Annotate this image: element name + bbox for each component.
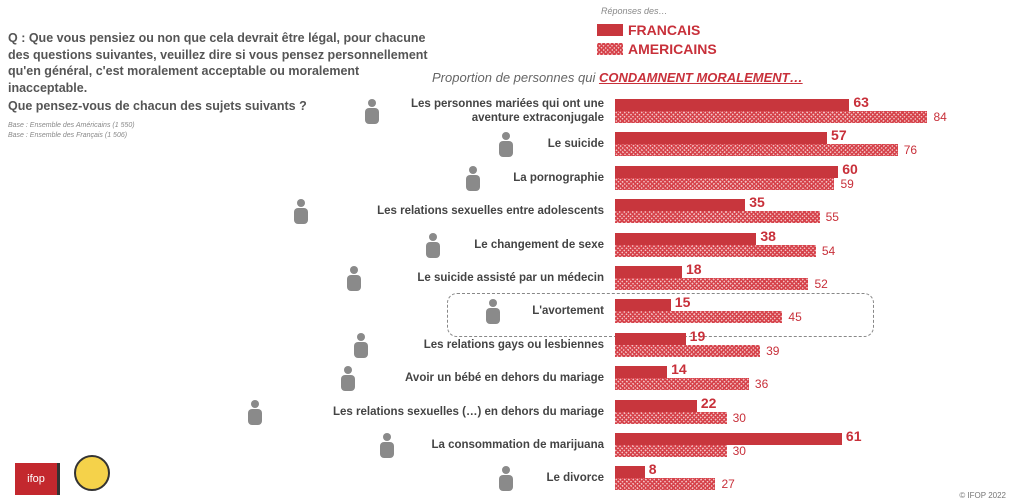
- category-label: Le suicide assisté par un médecin: [417, 272, 604, 284]
- category-label: Les relations sexuelles entre adolescent…: [377, 205, 604, 218]
- bar-us: [615, 144, 898, 157]
- bar-fr: [615, 266, 682, 278]
- bar-fr: [615, 299, 671, 312]
- bar-fr: [615, 232, 757, 245]
- category-label: Les personnes mariées qui ont une aventu…: [411, 98, 604, 124]
- base-us: Base : Ensemble des Américains (1 550): [8, 121, 135, 129]
- bar-us: [615, 378, 749, 391]
- category-label: Le suicide: [547, 138, 604, 151]
- base-fr: Base : Ensemble des Français (1 506): [8, 131, 128, 139]
- copyright: © IFOP 2022: [959, 491, 1006, 500]
- category-icon: [360, 99, 390, 125]
- category-icon: [243, 399, 273, 426]
- value-label-fr: 61: [845, 428, 862, 444]
- question-text: Q : Que vous pensiez ou non que cela dev…: [8, 31, 428, 95]
- value-label-fr: 57: [831, 127, 847, 144]
- category-icon: [494, 466, 524, 492]
- bar-us: [615, 411, 727, 424]
- category-label: Le divorce: [546, 472, 604, 485]
- category-icon: [342, 266, 372, 292]
- question-subtext: Que pensez-vous de chacun des sujets sui…: [8, 99, 307, 113]
- legend-label-fr: FRANCAIS: [628, 22, 701, 38]
- value-label-fr: 18: [685, 261, 702, 277]
- bar-fr: [615, 399, 697, 412]
- bar-us: [615, 311, 783, 324]
- bar-fr: [615, 366, 668, 379]
- category-label: Le changement de sexe: [474, 238, 604, 251]
- question-block: Q : Que vous pensiez ou non que cela dev…: [8, 30, 428, 141]
- value-label-us: 59: [840, 176, 854, 191]
- category-label: La pornographie: [513, 171, 604, 184]
- legend-title: Réponses des…: [601, 6, 668, 16]
- category-icon: [375, 433, 405, 459]
- category-icon: [494, 132, 524, 158]
- value-label-fr: 8: [648, 461, 657, 478]
- value-label-fr: 35: [749, 194, 765, 211]
- value-label-us: 30: [732, 444, 746, 458]
- value-label-fr: 63: [853, 94, 869, 110]
- bar-us: [615, 211, 820, 224]
- partner-seal-logo: [74, 455, 110, 491]
- value-label-us: 45: [788, 310, 802, 325]
- value-label-us: 30: [732, 410, 746, 425]
- value-label-us: 84: [933, 110, 947, 124]
- chart-title-main: Proportion de personnes qui: [432, 70, 596, 85]
- value-label-us: 39: [766, 343, 780, 358]
- value-label-us: 76: [903, 143, 918, 158]
- category-icon: [481, 299, 511, 325]
- category-icon: [289, 199, 319, 225]
- category-icon: [421, 232, 451, 259]
- category-icon: [349, 332, 379, 359]
- value-label-fr: 60: [842, 160, 858, 177]
- legend-swatch-us: [597, 43, 623, 55]
- bar-fr: [615, 132, 828, 145]
- ifop-logo: ifop: [15, 463, 60, 495]
- category-label: Les relations sexuelles (…) en dehors du…: [333, 405, 604, 418]
- value-label-fr: 22: [700, 394, 717, 411]
- category-label: Les relations gays ou lesbiennes: [423, 338, 604, 351]
- bar-fr: [615, 199, 746, 212]
- value-label-us: 27: [721, 477, 735, 492]
- bar-us: [615, 111, 928, 123]
- legend-swatch-fr: [597, 24, 623, 36]
- value-label-us: 52: [814, 277, 828, 291]
- bar-fr: [615, 332, 686, 345]
- bar-fr: [615, 433, 842, 445]
- value-label-fr: 15: [674, 294, 691, 311]
- value-label-us: 36: [754, 377, 769, 392]
- bar-fr: [615, 165, 839, 178]
- value-label-us: 55: [825, 210, 839, 225]
- value-label-fr: 38: [760, 227, 776, 244]
- value-label-fr: 19: [689, 327, 706, 344]
- legend-label-us: AMERICAINS: [628, 41, 717, 57]
- chart-title: Proportion de personnes qui CONDAMNENT M…: [432, 70, 803, 85]
- category-icon: [336, 366, 366, 392]
- chart-title-emphasis: CONDAMNENT MORALEMENT…: [598, 70, 803, 85]
- value-label-fr: 14: [671, 361, 687, 378]
- bar-fr: [615, 466, 645, 479]
- bar-us: [615, 278, 809, 290]
- bar-fr: [615, 99, 850, 111]
- bar-us: [615, 177, 835, 190]
- category-icon: [461, 165, 491, 192]
- bar-us: [615, 244, 816, 257]
- bar-us: [615, 445, 727, 457]
- category-label: Avoir un bébé en dehors du mariage: [405, 372, 604, 385]
- value-label-us: 54: [821, 243, 836, 258]
- category-label: La consommation de marijuana: [431, 439, 604, 451]
- bar-us: [615, 344, 761, 357]
- bar-us: [615, 478, 716, 491]
- category-label: L'avortement: [532, 305, 604, 318]
